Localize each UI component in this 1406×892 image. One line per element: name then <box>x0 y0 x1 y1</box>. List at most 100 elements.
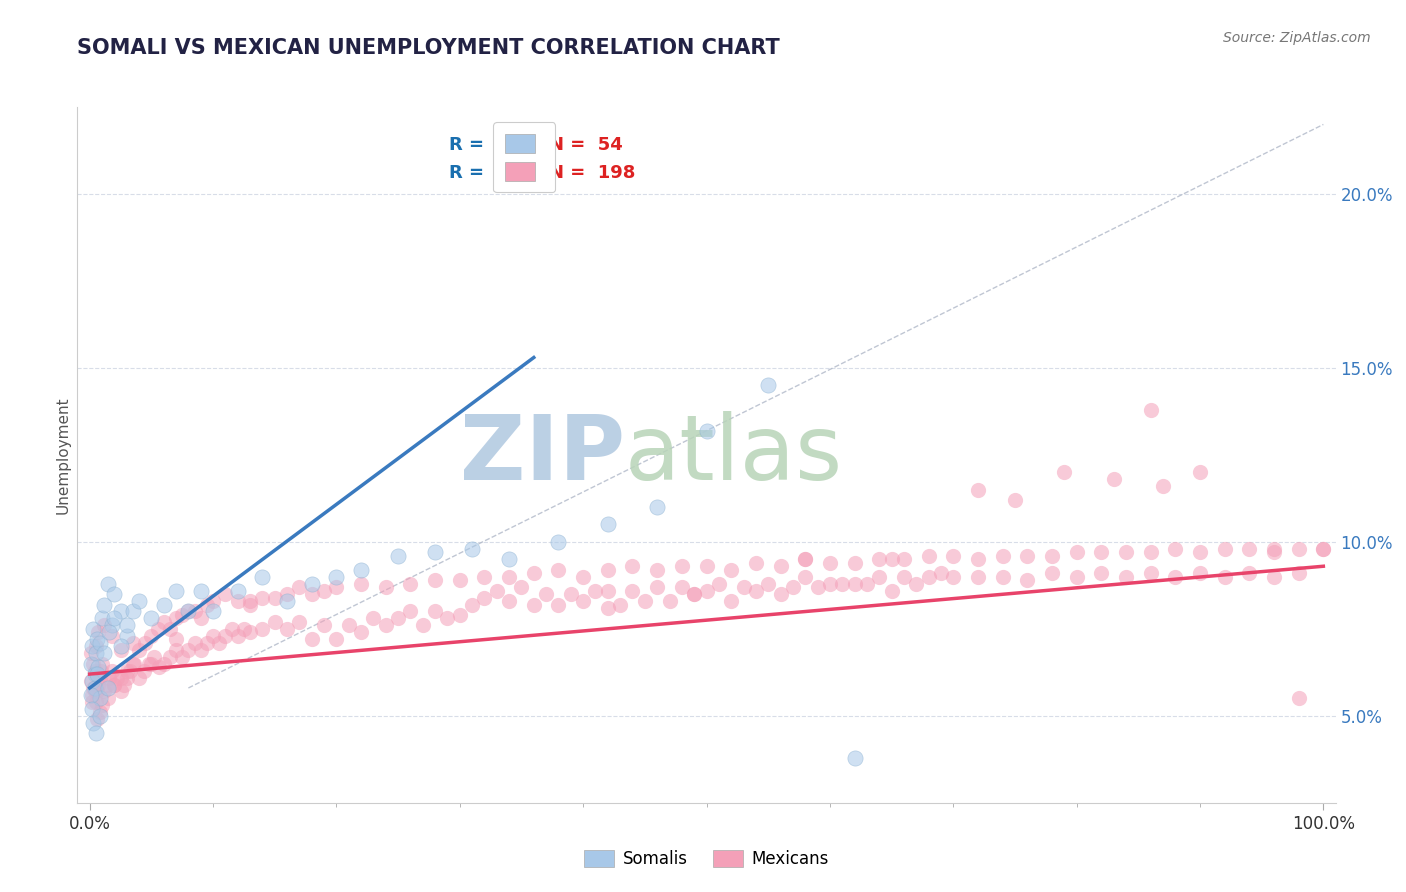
Point <box>942 570 965 584</box>
Point <box>1139 566 1161 581</box>
Point <box>90 664 112 678</box>
Point <box>634 594 657 608</box>
Point <box>128 671 150 685</box>
Point <box>585 583 607 598</box>
Point <box>82 695 104 709</box>
Point <box>991 549 1014 563</box>
Point <box>498 594 520 608</box>
Point <box>818 576 841 591</box>
Point <box>121 605 143 619</box>
Point <box>905 576 928 591</box>
Point <box>917 570 939 584</box>
Point <box>93 618 115 632</box>
Point <box>350 576 373 591</box>
Point <box>80 657 103 671</box>
Point <box>110 639 132 653</box>
Point <box>671 580 693 594</box>
Point <box>596 601 619 615</box>
Point <box>831 576 853 591</box>
Point <box>1288 541 1310 556</box>
Point <box>165 611 187 625</box>
Point <box>183 605 205 619</box>
Point <box>276 594 298 608</box>
Point <box>141 657 163 671</box>
Point <box>152 615 174 629</box>
Point <box>1164 541 1187 556</box>
Point <box>806 580 828 594</box>
Point <box>696 583 718 598</box>
Text: atlas: atlas <box>624 411 842 499</box>
Point <box>880 552 903 566</box>
Point <box>103 677 125 691</box>
Point <box>745 583 768 598</box>
Point <box>89 706 111 720</box>
Point <box>226 594 249 608</box>
Point <box>1239 541 1261 556</box>
Point <box>301 576 323 591</box>
Point <box>93 684 115 698</box>
Point <box>720 594 742 608</box>
Point <box>82 715 104 730</box>
Point <box>301 587 323 601</box>
Point <box>312 583 335 598</box>
Point <box>485 583 508 598</box>
Point <box>177 642 200 657</box>
Point <box>498 552 520 566</box>
Point <box>769 587 792 601</box>
Point <box>83 667 105 681</box>
Point <box>645 500 668 514</box>
Point <box>152 598 174 612</box>
Point <box>98 625 121 640</box>
Point <box>621 559 644 574</box>
Point <box>1102 472 1125 486</box>
Point <box>110 642 132 657</box>
Point <box>97 576 120 591</box>
Point <box>101 664 124 678</box>
Point <box>1164 570 1187 584</box>
Point <box>363 611 385 625</box>
Point <box>226 583 249 598</box>
Point <box>1188 566 1211 581</box>
Point <box>84 646 107 660</box>
Point <box>423 573 446 587</box>
Point <box>195 598 218 612</box>
Point <box>263 591 285 605</box>
Point <box>929 566 952 581</box>
Point <box>374 618 396 632</box>
Point <box>474 570 496 584</box>
Point <box>733 580 755 594</box>
Point <box>461 598 484 612</box>
Point <box>1263 570 1285 584</box>
Point <box>1090 545 1112 559</box>
Text: SOMALI VS MEXICAN UNEMPLOYMENT CORRELATION CHART: SOMALI VS MEXICAN UNEMPLOYMENT CORRELATI… <box>77 38 780 58</box>
Point <box>115 671 138 685</box>
Point <box>86 712 108 726</box>
Y-axis label: Unemployment: Unemployment <box>55 396 70 514</box>
Point <box>337 618 360 632</box>
Point <box>818 556 841 570</box>
Point <box>572 570 595 584</box>
Point <box>101 629 124 643</box>
Point <box>893 570 915 584</box>
Point <box>387 611 409 625</box>
Point <box>745 556 768 570</box>
Point <box>239 625 262 640</box>
Point <box>87 677 110 691</box>
Point <box>105 671 128 685</box>
Point <box>350 625 373 640</box>
Point <box>645 580 668 594</box>
Point <box>165 642 187 657</box>
Point <box>89 708 111 723</box>
Point <box>101 618 124 632</box>
Point <box>172 649 194 664</box>
Point <box>91 657 114 671</box>
Point <box>152 657 174 671</box>
Point <box>103 677 125 691</box>
Point <box>80 646 103 660</box>
Point <box>86 667 108 681</box>
Text: R =  0.688: R = 0.688 <box>449 164 553 182</box>
Point <box>84 639 107 653</box>
Text: N =  198: N = 198 <box>550 164 636 182</box>
Point <box>263 615 285 629</box>
Point <box>183 636 205 650</box>
